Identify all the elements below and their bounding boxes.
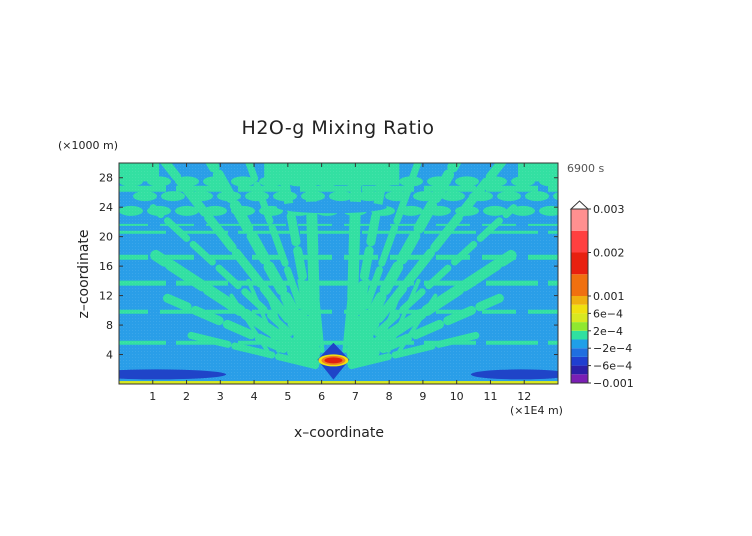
x-tick-label: 11 xyxy=(483,390,497,403)
y-tick-label: 24 xyxy=(99,201,113,214)
colorbar-extend-arrow xyxy=(569,200,590,210)
x-tick-label: 12 xyxy=(517,390,531,403)
y-tick-label: 8 xyxy=(106,319,113,332)
colorbar-tick-label: −2e−4 xyxy=(593,342,632,355)
field-surface-band xyxy=(119,381,558,384)
y-axis: 4 8 12 16 20 24 28 xyxy=(99,172,558,362)
colorbar-swatch xyxy=(571,304,588,314)
colorbar-swatch xyxy=(571,296,588,305)
field-grain xyxy=(119,163,558,384)
colorbar-swatch xyxy=(571,339,588,349)
field-low-right xyxy=(470,369,558,380)
colorbar-tick-label: 2e−4 xyxy=(593,325,623,338)
y-unit-label: (×1000 m) xyxy=(58,139,118,152)
plot-frame xyxy=(118,162,559,385)
x-tick-label: 4 xyxy=(251,390,258,403)
y-tick-label: 28 xyxy=(99,172,113,185)
x-axis: 1 2 3 4 5 6 7 8 9 10 11 12 xyxy=(149,163,531,403)
x-unit-label: (×1E4 m) xyxy=(510,404,563,417)
colorbar-swatch xyxy=(571,209,588,231)
colorbar-swatch xyxy=(571,313,588,323)
y-tick-label: 12 xyxy=(99,290,113,303)
colorbar-swatch xyxy=(571,365,588,375)
x-tick-label: 5 xyxy=(284,390,291,403)
colorbar-swatch xyxy=(571,322,588,331)
colorbar: 0.003 0.002 0.001 6e−4 2e−4 −2e−4 −6e−4 −0.001 xyxy=(569,200,634,390)
y-tick-label: 20 xyxy=(99,231,113,244)
x-axis-label: x–coordinate xyxy=(294,425,384,441)
x-tick-label: 3 xyxy=(217,390,224,403)
colorbar-swatch xyxy=(571,274,588,296)
colorbar-tick-label: −6e−4 xyxy=(593,360,632,373)
y-tick-label: 16 xyxy=(99,260,113,273)
x-tick-label: 9 xyxy=(419,390,426,403)
x-tick-label: 10 xyxy=(450,390,464,403)
colorbar-swatch xyxy=(571,252,588,275)
colorbar-tick-label: 6e−4 xyxy=(593,307,623,320)
colorbar-swatch xyxy=(571,330,588,340)
colorbar-tick-label: 0.002 xyxy=(593,247,625,260)
time-label: 6900 s xyxy=(567,162,604,175)
colorbar-swatch xyxy=(571,374,588,383)
x-tick-label: 8 xyxy=(386,390,393,403)
colorbar-swatch xyxy=(571,348,588,357)
colorbar-swatch xyxy=(571,230,588,253)
x-tick-label: 7 xyxy=(352,390,359,403)
colorbar-tick-label: 0.003 xyxy=(593,203,625,216)
x-tick-label: 6 xyxy=(318,390,325,403)
x-tick-label: 1 xyxy=(149,390,156,403)
colorbar-tick-label: 0.001 xyxy=(593,290,625,303)
chart-title: H2O-g Mixing Ratio xyxy=(242,117,435,139)
y-tick-label: 4 xyxy=(106,349,113,362)
y-axis-label: z–coordinate xyxy=(76,229,92,318)
x-tick-label: 2 xyxy=(183,390,190,403)
field-core-high xyxy=(324,357,343,364)
field-low-left xyxy=(119,369,227,380)
heatmap-field xyxy=(119,163,558,384)
colorbar-tick-label: −0.001 xyxy=(593,377,634,390)
colorbar-swatch xyxy=(571,356,588,366)
